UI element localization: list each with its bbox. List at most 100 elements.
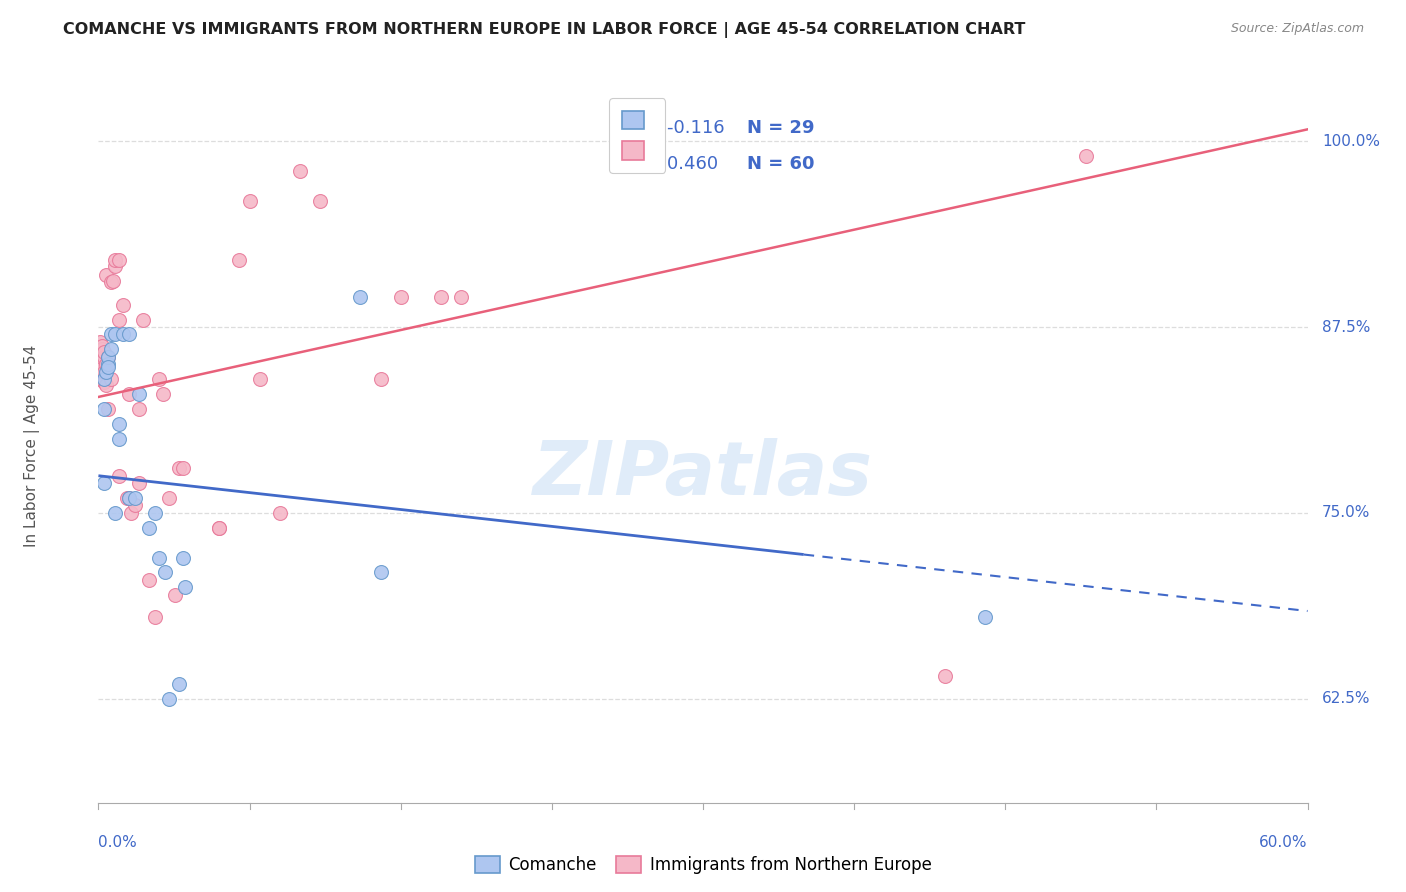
Point	[138, 573, 160, 587]
Point	[97, 350, 120, 364]
Text: N = 29: N = 29	[747, 120, 814, 137]
Point	[269, 506, 291, 520]
Point	[107, 468, 129, 483]
Point	[89, 350, 111, 364]
Point	[153, 566, 176, 580]
Point	[228, 253, 250, 268]
Point	[91, 343, 114, 357]
Point	[91, 350, 114, 364]
Point	[172, 461, 194, 475]
Point	[111, 298, 134, 312]
Text: 100.0%: 100.0%	[1322, 134, 1381, 149]
Point	[349, 290, 371, 304]
Text: R = -0.116: R = -0.116	[628, 120, 724, 137]
Point	[152, 387, 174, 401]
Point	[96, 268, 118, 282]
Point	[115, 491, 138, 505]
Point	[96, 357, 118, 371]
Text: ZIPatlas: ZIPatlas	[533, 438, 873, 511]
Point	[93, 345, 115, 359]
Point	[100, 276, 122, 290]
Point	[370, 372, 392, 386]
Point	[97, 360, 120, 375]
Point	[107, 432, 129, 446]
Point	[93, 375, 115, 389]
Point	[100, 327, 122, 342]
Text: 87.5%: 87.5%	[1322, 319, 1371, 334]
Text: 75.0%: 75.0%	[1322, 506, 1371, 520]
Text: Source: ZipAtlas.com: Source: ZipAtlas.com	[1230, 22, 1364, 36]
Point	[93, 365, 115, 379]
Point	[208, 521, 231, 535]
Point	[288, 164, 311, 178]
Point	[107, 312, 129, 326]
Text: 60.0%: 60.0%	[1260, 835, 1308, 850]
Point	[103, 253, 125, 268]
Point	[118, 327, 141, 342]
Point	[89, 365, 111, 379]
Point	[97, 357, 120, 371]
Point	[120, 506, 142, 520]
Point	[128, 401, 150, 416]
Point	[100, 372, 122, 386]
Point	[96, 378, 118, 392]
Point	[148, 550, 170, 565]
Point	[143, 610, 166, 624]
Point	[124, 491, 146, 505]
Point	[103, 506, 125, 520]
Point	[450, 290, 472, 304]
Point	[128, 387, 150, 401]
Point	[174, 580, 197, 594]
Point	[309, 194, 332, 208]
Point	[89, 343, 111, 357]
Text: R = 0.460: R = 0.460	[628, 155, 718, 173]
Point	[172, 550, 194, 565]
Text: 0.0%: 0.0%	[98, 835, 138, 850]
Point	[163, 588, 186, 602]
Point	[107, 417, 129, 431]
Text: COMANCHE VS IMMIGRANTS FROM NORTHERN EUROPE IN LABOR FORCE | AGE 45-54 CORRELATI: COMANCHE VS IMMIGRANTS FROM NORTHERN EUR…	[63, 22, 1025, 38]
Point	[132, 312, 155, 326]
Point	[157, 691, 180, 706]
Point	[89, 357, 111, 371]
Point	[100, 343, 122, 357]
Text: N = 60: N = 60	[747, 155, 814, 173]
Point	[89, 372, 111, 386]
Point	[1074, 149, 1097, 163]
Text: 62.5%: 62.5%	[1322, 691, 1371, 706]
Point	[89, 360, 111, 375]
Point	[91, 357, 114, 371]
Point	[91, 339, 114, 353]
Legend: , : ,	[609, 98, 665, 173]
Point	[103, 327, 125, 342]
Legend: Comanche, Immigrants from Northern Europe: Comanche, Immigrants from Northern Europ…	[470, 851, 936, 880]
Point	[934, 669, 956, 683]
Point	[118, 491, 141, 505]
Point	[111, 327, 134, 342]
Point	[208, 521, 231, 535]
Point	[157, 491, 180, 505]
Point	[93, 476, 115, 491]
Point	[93, 372, 115, 386]
Point	[138, 521, 160, 535]
Point	[148, 372, 170, 386]
Text: In Labor Force | Age 45-54: In Labor Force | Age 45-54	[24, 345, 39, 547]
Point	[370, 566, 392, 580]
Point	[124, 499, 146, 513]
Point	[167, 677, 190, 691]
Point	[103, 259, 125, 273]
Point	[249, 372, 271, 386]
Point	[101, 274, 124, 288]
Point	[97, 350, 120, 364]
Point	[974, 610, 997, 624]
Point	[91, 372, 114, 386]
Point	[93, 401, 115, 416]
Point	[239, 194, 262, 208]
Point	[143, 506, 166, 520]
Point	[118, 387, 141, 401]
Point	[107, 253, 129, 268]
Point	[93, 350, 115, 364]
Point	[97, 401, 120, 416]
Point	[389, 290, 412, 304]
Point	[128, 476, 150, 491]
